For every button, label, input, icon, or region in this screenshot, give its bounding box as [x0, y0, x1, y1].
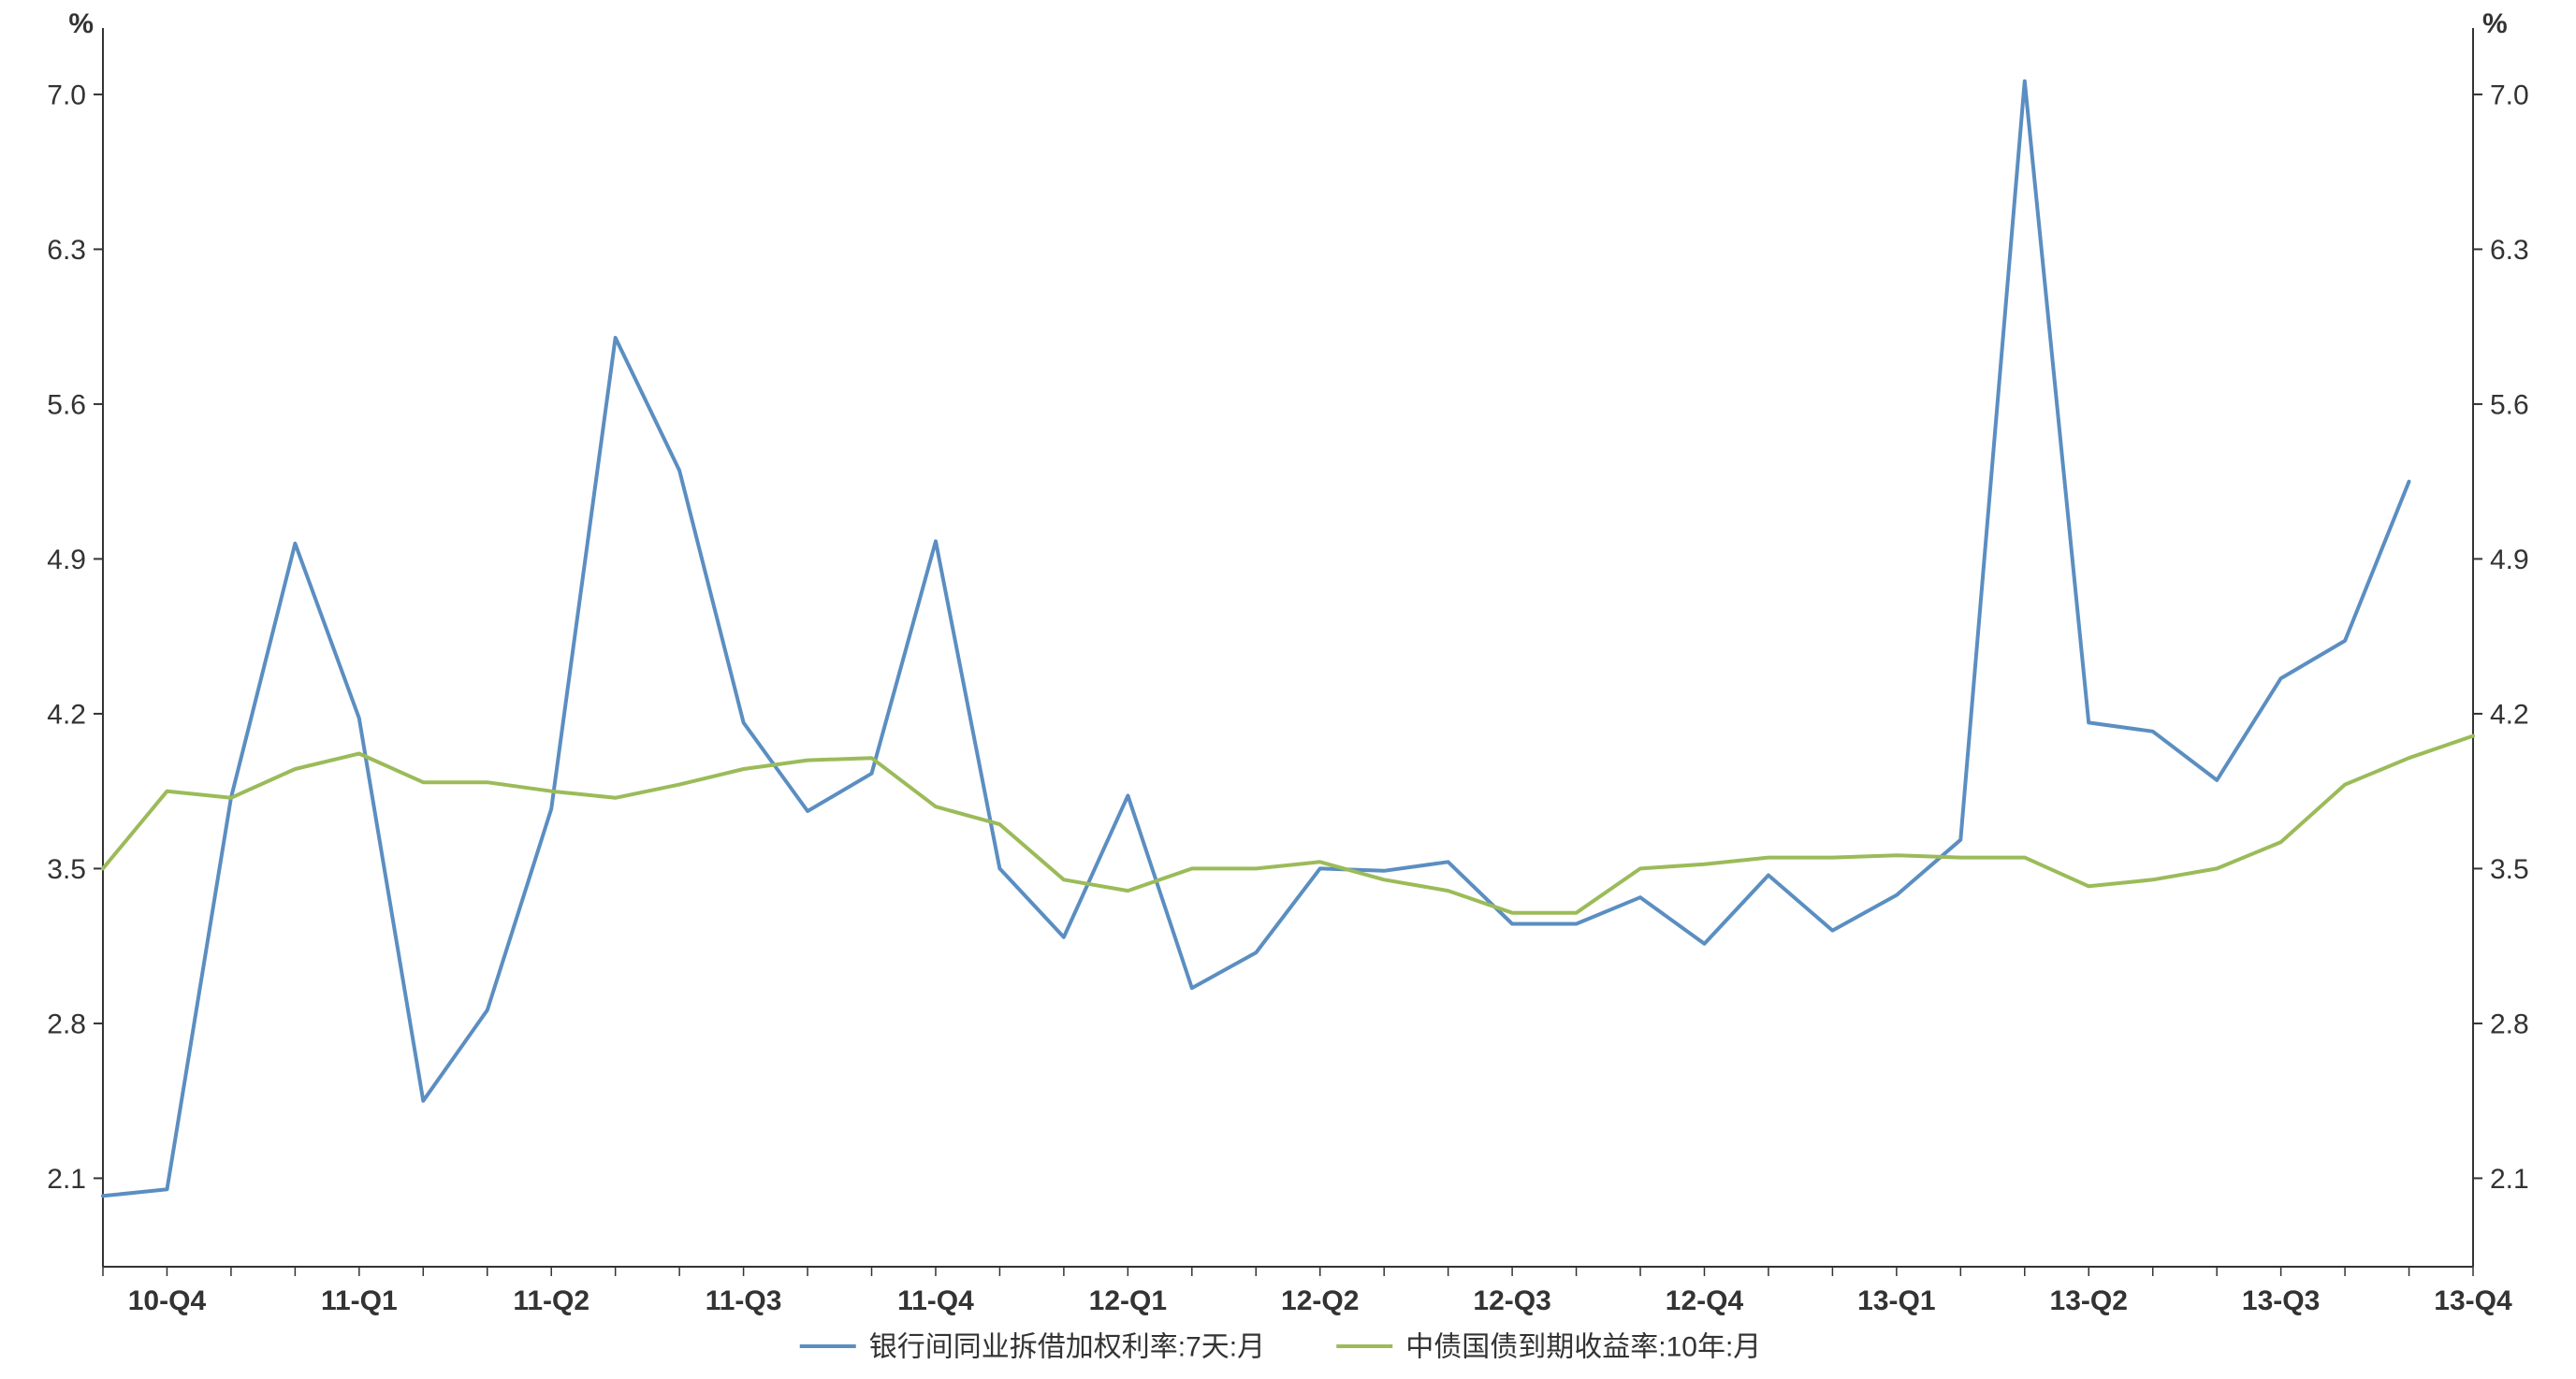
y-tick-label-left: 3.5 — [47, 854, 86, 885]
x-tick-label: 12-Q3 — [1473, 1285, 1550, 1316]
x-tick-label: 13-Q4 — [2434, 1285, 2512, 1316]
y-tick-label-right: 2.8 — [2490, 1009, 2529, 1039]
x-tick-label: 12-Q4 — [1666, 1285, 1744, 1316]
legend-label-1: 中债国债到期收益率:10年:月 — [1405, 1332, 1761, 1363]
x-tick-label: 11-Q1 — [321, 1285, 398, 1316]
x-tick-label: 10-Q4 — [128, 1285, 207, 1316]
y-unit-left: % — [68, 8, 94, 39]
y-tick-label-left: 4.9 — [47, 544, 86, 575]
line-chart: %% 2.1 2.1 2.8 2.8 3.5 3.5 4.2 4.2 4.9 4.9 5.6 5.6 6.… — [0, 0, 2576, 1379]
y-tick-label-right: 6.3 — [2490, 235, 2529, 266]
x-tick-label: 13-Q1 — [1857, 1285, 1935, 1316]
y-tick-label-right: 7.0 — [2490, 80, 2529, 110]
x-tick-label: 11-Q2 — [513, 1285, 589, 1316]
chart-bg — [0, 0, 2576, 1379]
y-tick-label-right: 4.9 — [2490, 544, 2529, 575]
y-tick-label-right: 4.2 — [2490, 699, 2529, 730]
y-tick-label-right: 5.6 — [2490, 389, 2529, 420]
x-tick-label: 13-Q2 — [2050, 1285, 2128, 1316]
y-tick-label-left: 7.0 — [47, 80, 86, 110]
chart-svg: %% 2.1 2.1 2.8 2.8 3.5 3.5 4.2 4.2 4.9 4.9 5.6 5.6 6.… — [0, 0, 2576, 1379]
x-tick-label: 12-Q1 — [1089, 1285, 1167, 1316]
y-unit-right: % — [2482, 8, 2508, 39]
y-tick-label-right: 2.1 — [2490, 1164, 2529, 1195]
x-tick-label: 12-Q2 — [1281, 1285, 1359, 1316]
x-tick-label: 13-Q3 — [2242, 1285, 2320, 1316]
x-tick-label: 11-Q4 — [897, 1285, 974, 1316]
y-tick-label-left: 2.1 — [47, 1164, 86, 1195]
y-tick-label-left: 6.3 — [47, 235, 86, 266]
y-tick-label-right: 3.5 — [2490, 854, 2529, 885]
legend-label-0: 银行间同业拆借加权利率:7天:月 — [869, 1332, 1265, 1363]
x-tick-label: 11-Q3 — [706, 1285, 782, 1316]
y-tick-label-left: 5.6 — [47, 389, 86, 420]
y-tick-label-left: 4.2 — [47, 699, 86, 730]
y-tick-label-left: 2.8 — [47, 1009, 86, 1039]
